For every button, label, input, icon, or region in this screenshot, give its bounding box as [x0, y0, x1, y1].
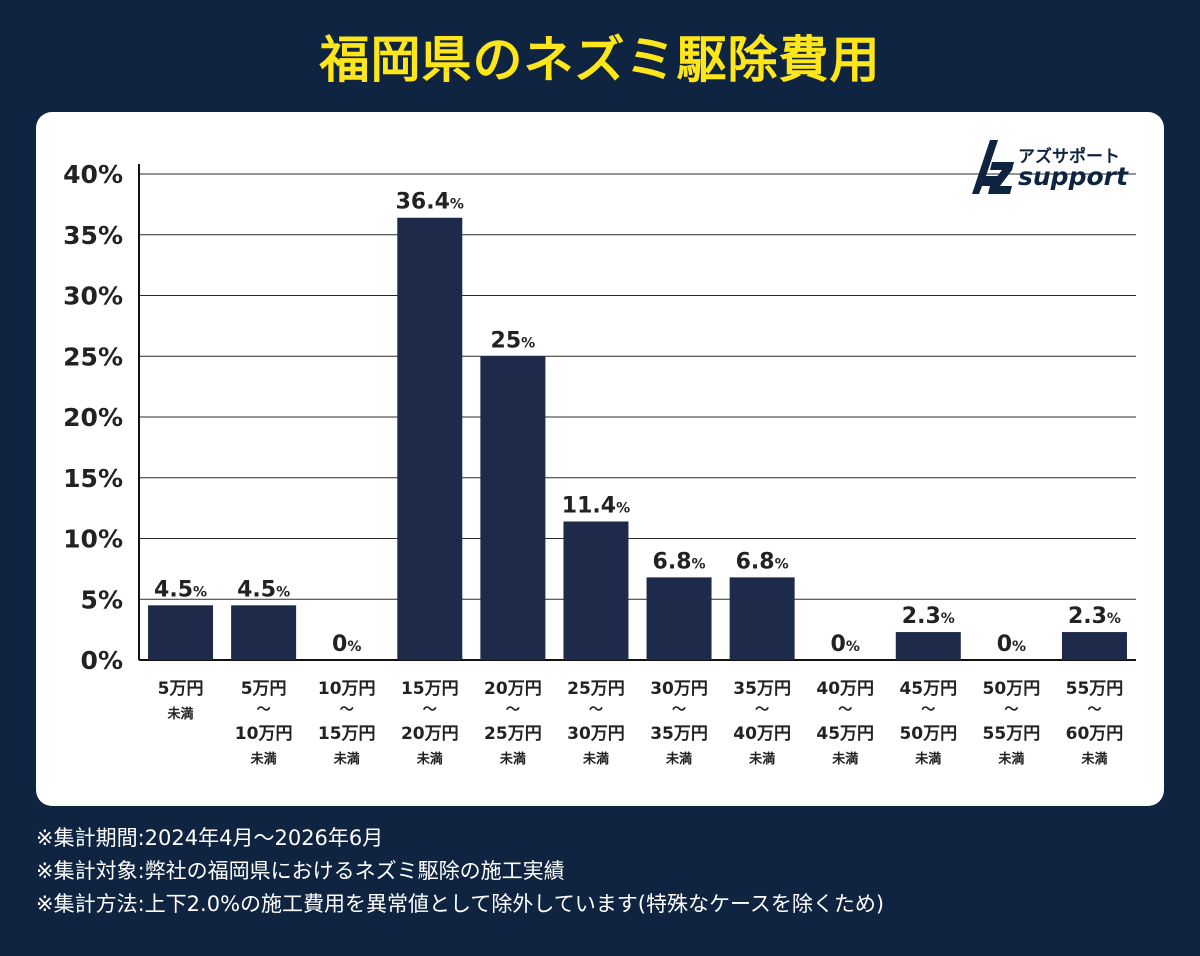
bar: [563, 521, 629, 660]
bar: [397, 217, 463, 660]
category-range-mark: ～: [672, 702, 686, 718]
value-label: 0%: [332, 632, 361, 657]
value-label: 0%: [831, 632, 860, 657]
category-range-mark: ～: [423, 702, 437, 718]
category-range-mark: ～: [257, 702, 271, 718]
category-suffix: 未満: [167, 706, 194, 722]
category-suffix: 未満: [997, 751, 1024, 767]
y-tick-label: 0%: [81, 646, 123, 675]
brand-logo: アズサポート support: [966, 130, 1146, 204]
category-label: 25万円: [484, 724, 542, 744]
category-suffix: 未満: [499, 751, 526, 767]
category-label: 30万円: [650, 679, 708, 699]
bar: [646, 577, 712, 660]
category-label: 35万円: [733, 679, 791, 699]
bar: [895, 632, 961, 660]
category-label: 5万円: [158, 679, 204, 699]
value-label: 11.4%: [562, 493, 630, 518]
category-suffix: 未満: [914, 751, 941, 767]
y-tick-label: 30%: [63, 282, 123, 311]
category-range-mark: ～: [589, 702, 603, 718]
footnote-period: ※集計期間:2024年4月～2026年6月: [36, 826, 384, 850]
logo-kana: アズサポート: [1018, 147, 1120, 167]
category-range-mark: ～: [506, 702, 520, 718]
category-label: 55万円: [983, 724, 1041, 744]
category-suffix: 未満: [748, 751, 775, 767]
category-range-mark: ～: [921, 702, 935, 718]
category-label: 25万円: [567, 679, 625, 699]
category-label: 50万円: [899, 724, 957, 744]
value-label: 25%: [491, 328, 536, 353]
y-tick-label: 15%: [63, 464, 123, 493]
logo-text: support: [1018, 162, 1128, 191]
y-tick-label: 5%: [81, 585, 123, 614]
category-label: 50万円: [983, 679, 1041, 699]
y-tick-label: 35%: [63, 221, 123, 250]
y-tick-label: 10%: [63, 525, 123, 554]
value-label: 6.8%: [736, 549, 789, 574]
category-label: 20万円: [401, 724, 459, 744]
bar: [729, 577, 795, 660]
category-label: 5万円: [241, 679, 287, 699]
category-label: 40万円: [733, 724, 791, 744]
category-label: 15万円: [401, 679, 459, 699]
footnote-target: ※集計対象:弊社の福岡県におけるネズミ駆除の施工実績: [36, 859, 565, 883]
footnote-method: ※集計方法:上下2.0%の施工費用を異常値として除外しています(特殊なケースを除…: [36, 892, 885, 916]
bar: [231, 605, 297, 660]
category-label: 55万円: [1066, 679, 1124, 699]
category-suffix: 未満: [1080, 751, 1107, 767]
page-title: 福岡県のネズミ駆除費用: [319, 31, 881, 89]
category-label: 30万円: [567, 724, 625, 744]
category-suffix: 未満: [416, 751, 443, 767]
value-label: 4.5%: [237, 577, 290, 602]
value-label: 6.8%: [653, 549, 706, 574]
bar: [148, 605, 214, 660]
category-label: 35万円: [650, 724, 708, 744]
value-label: 4.5%: [154, 577, 207, 602]
category-label: 40万円: [816, 679, 874, 699]
category-label: 10万円: [318, 679, 376, 699]
y-tick-label: 40%: [63, 160, 123, 189]
category-label: 20万円: [484, 679, 542, 699]
value-label: 2.3%: [1068, 604, 1121, 629]
category-suffix: 未満: [250, 751, 277, 767]
category-label: 15万円: [318, 724, 376, 744]
category-range-mark: ～: [838, 702, 852, 718]
category-suffix: 未満: [333, 751, 360, 767]
category-label: 10万円: [235, 724, 293, 744]
y-tick-label: 20%: [63, 403, 123, 432]
category-suffix: 未満: [831, 751, 858, 767]
category-range-mark: ～: [340, 702, 354, 718]
value-label: 0%: [997, 632, 1026, 657]
footnotes: ※集計期間:2024年4月～2026年6月 ※集計対象:弊社の福岡県におけるネズ…: [36, 822, 1164, 921]
category-range-mark: ～: [1087, 702, 1101, 718]
y-tick-label: 25%: [63, 342, 123, 371]
category-label: 45万円: [899, 679, 957, 699]
value-label: 2.3%: [902, 604, 955, 629]
category-range-mark: ～: [755, 702, 769, 718]
category-suffix: 未満: [582, 751, 609, 767]
category-suffix: 未満: [665, 751, 692, 767]
az-monogram-icon: [972, 140, 1014, 194]
category-label: 45万円: [816, 724, 874, 744]
bar: [1061, 632, 1127, 660]
bar: [480, 356, 546, 660]
category-range-mark: ～: [1004, 702, 1018, 718]
value-label: 36.4%: [396, 190, 464, 215]
category-label: 60万円: [1066, 724, 1124, 744]
chart-card: 0% 5% 10% 15% 20% 25% 30% 35% 40% 4.5% 5万円未満 4.5% 5万…: [36, 112, 1164, 806]
